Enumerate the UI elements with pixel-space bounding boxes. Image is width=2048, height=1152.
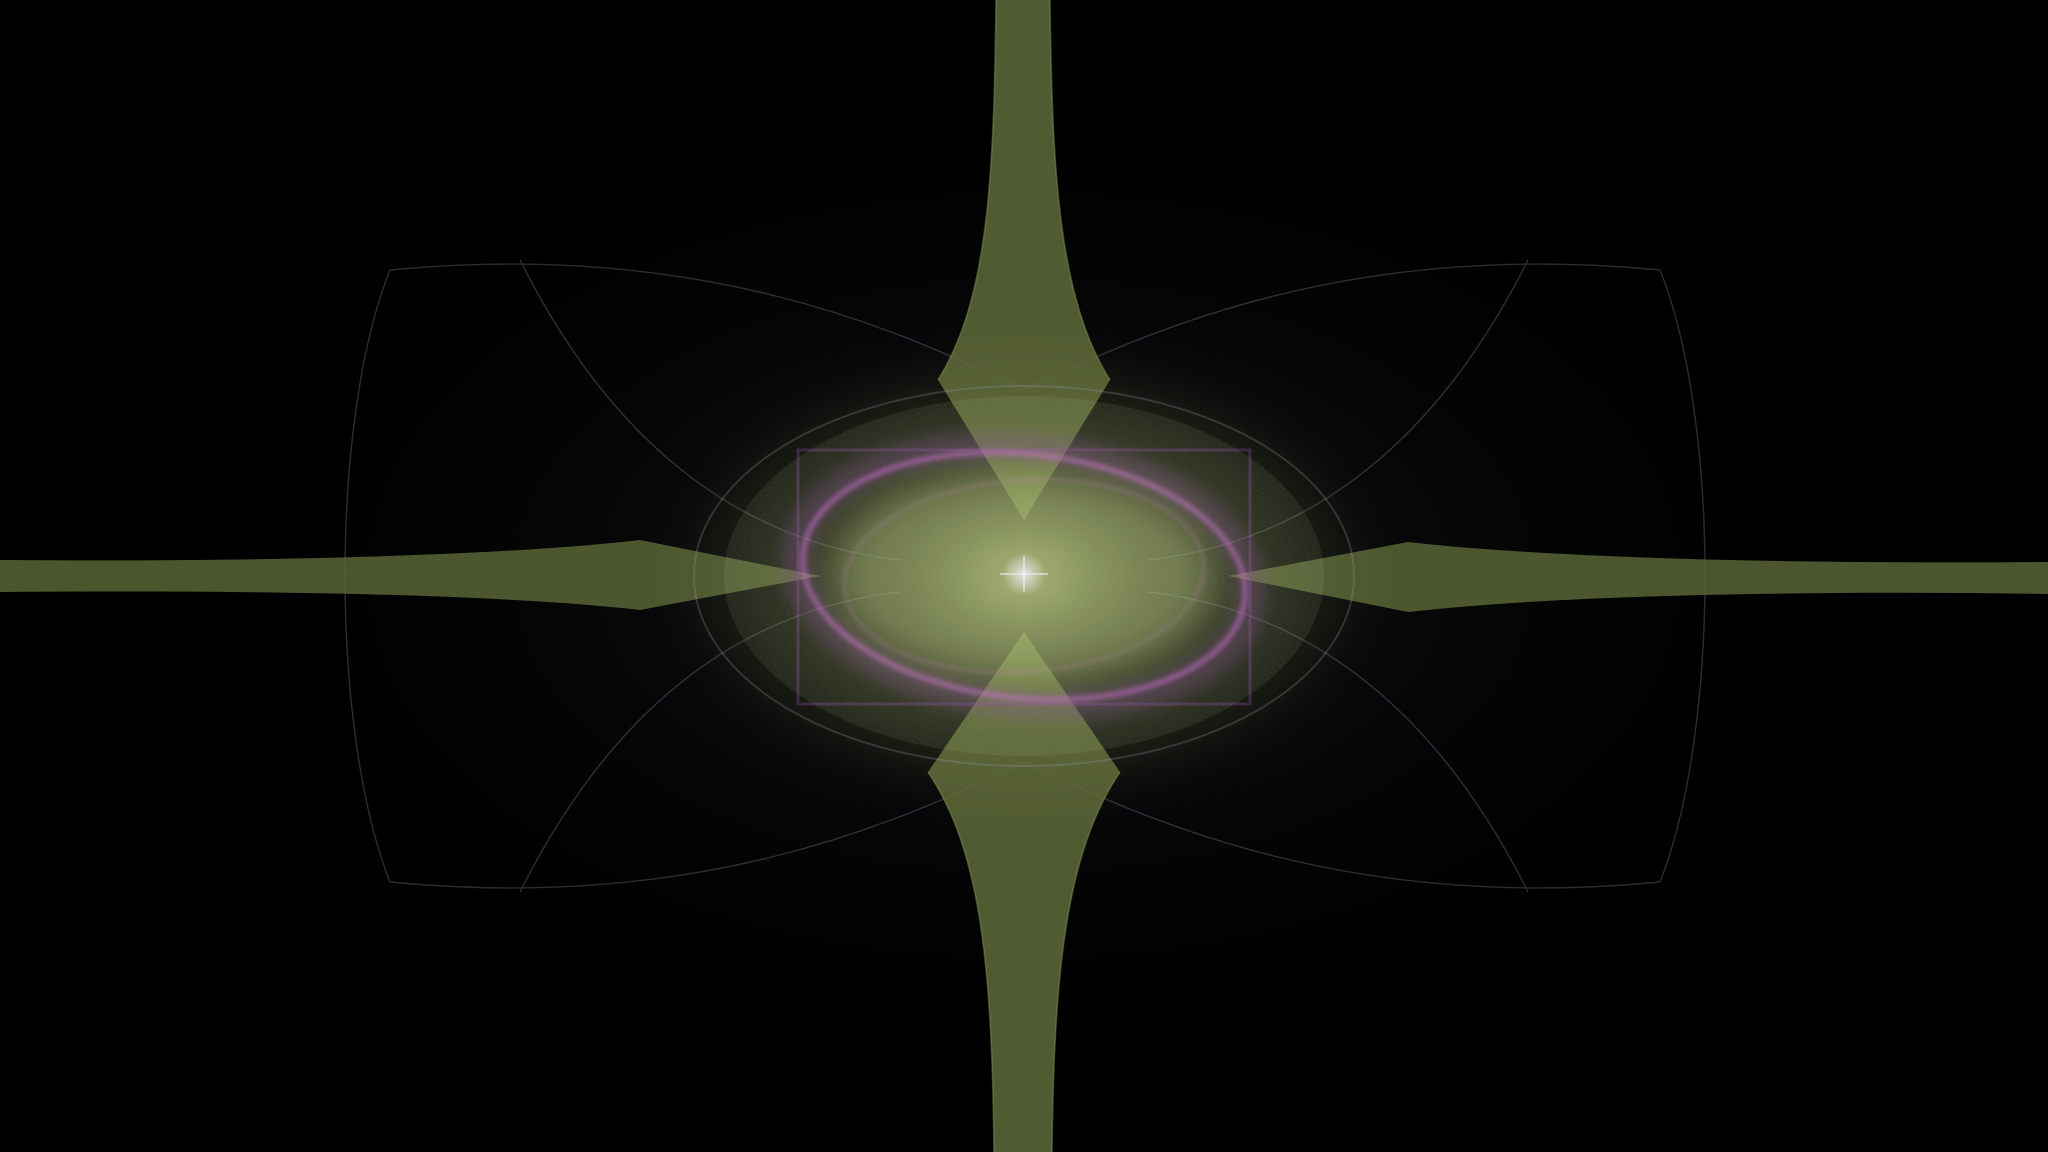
fractal-scene	[0, 0, 2048, 1152]
